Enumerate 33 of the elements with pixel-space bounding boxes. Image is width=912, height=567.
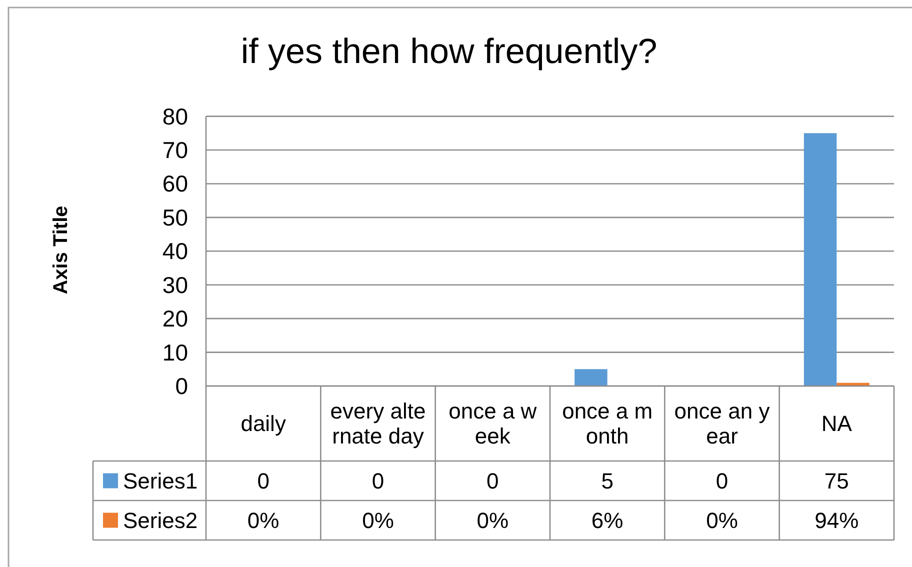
- legend-label: Series1: [123, 468, 198, 494]
- data-label: 0%: [476, 508, 509, 533]
- x-tick-label: daily: [240, 411, 286, 436]
- y-tick-label: 10: [162, 339, 188, 366]
- legend-label: Series2: [123, 508, 198, 533]
- x-tick-label: once an year: [674, 398, 770, 448]
- x-tick-label: NA: [821, 411, 852, 436]
- bar: [574, 369, 608, 386]
- y-tick-label: 0: [175, 373, 188, 399]
- chart-title: if yes then how frequently?: [240, 32, 658, 71]
- data-label: 6%: [591, 508, 624, 533]
- y-tick-label: 30: [162, 272, 188, 298]
- data-label: 0%: [706, 508, 738, 533]
- x-tick-label: once a week: [448, 398, 537, 448]
- y-tick-label: 50: [162, 204, 188, 230]
- x-tick-label: once a month: [562, 398, 653, 448]
- data-label: 94%: [814, 508, 859, 533]
- y-tick-label: 80: [162, 103, 188, 130]
- x-tick-label: every alternate day: [330, 398, 426, 448]
- data-label: 0: [486, 468, 499, 494]
- bar: [804, 133, 837, 386]
- y-tick-label: 70: [162, 137, 188, 164]
- y-tick-label: 20: [162, 306, 188, 332]
- data-label: 0: [716, 468, 728, 494]
- data-label: 0%: [247, 508, 280, 533]
- y-tick-label: 60: [162, 170, 188, 197]
- data-label: 0: [372, 468, 384, 494]
- y-axis-title: Axis Title: [50, 206, 72, 294]
- data-label: 0%: [362, 508, 394, 533]
- data-label: 5: [601, 468, 614, 494]
- data-label: 75: [824, 468, 849, 494]
- y-tick-label: 40: [162, 238, 188, 264]
- data-label: 0: [257, 468, 270, 494]
